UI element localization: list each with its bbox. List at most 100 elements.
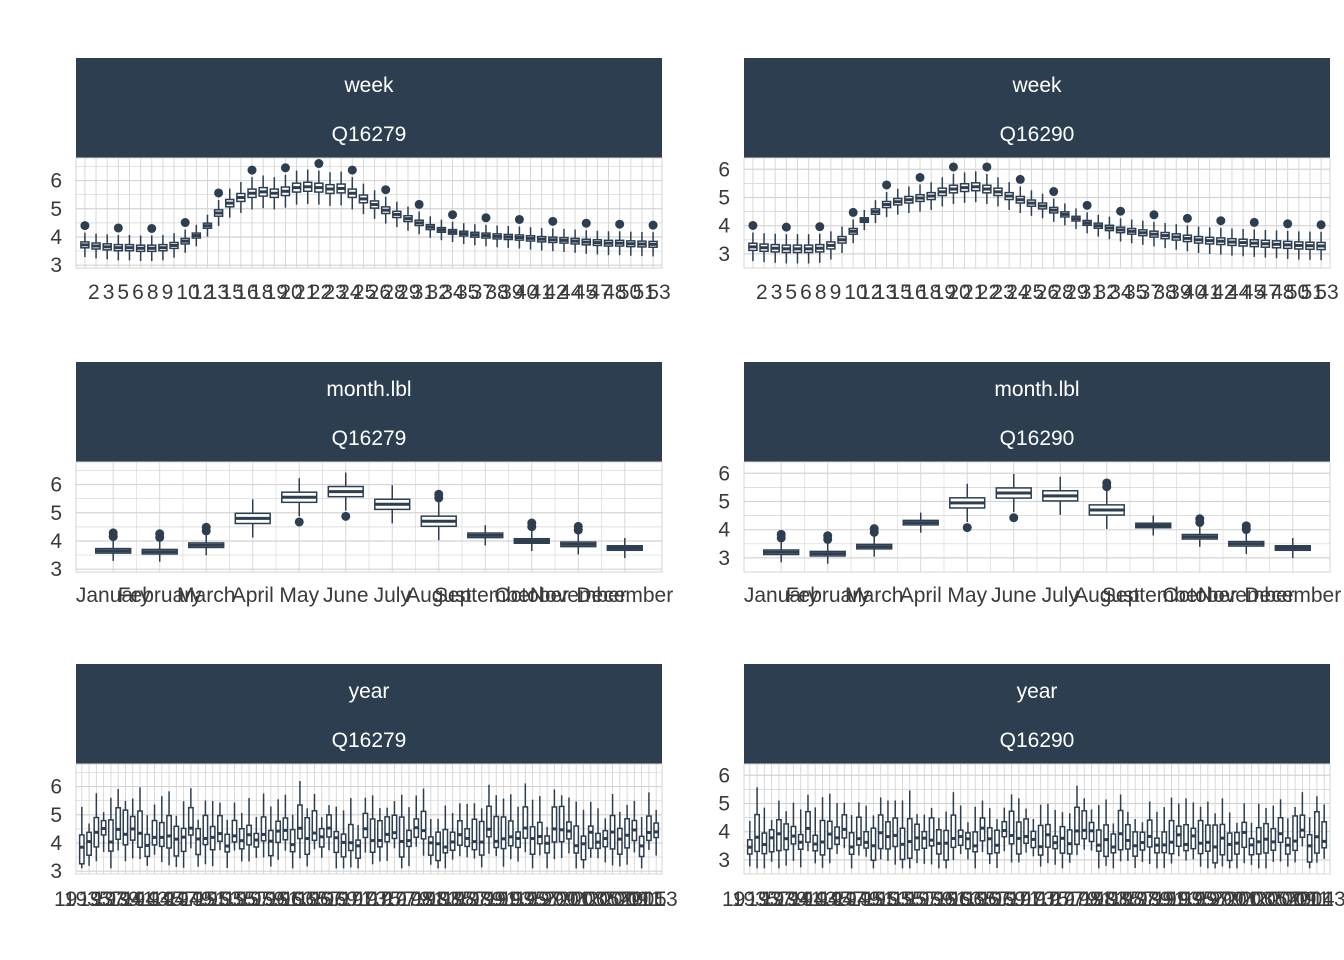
outlier-point <box>414 199 424 209</box>
box-year-41 <box>1044 803 1051 864</box>
x-tick-label: 16 <box>903 281 926 304</box>
box-36 <box>1126 219 1137 244</box>
box-iqr <box>347 823 354 852</box>
box-17 <box>915 172 925 212</box>
x-tick-label: 1939 <box>761 888 808 911</box>
box-iqr <box>442 828 449 854</box>
box-year-36 <box>1008 794 1015 863</box>
box-iqr <box>478 820 485 856</box>
x-tick-label: 10 <box>844 281 867 304</box>
box-year-52 <box>1124 811 1131 861</box>
y-tick-label: 5 <box>50 804 62 827</box>
x-tick-label: 1947 <box>151 888 198 911</box>
box-year-70 <box>1255 803 1262 869</box>
strip-label-variable: year <box>1017 680 1058 703</box>
x-tick-label: 3 <box>771 281 783 304</box>
x-tick-label: 19 <box>265 281 288 304</box>
x-tick-label: 37 <box>1139 281 1162 304</box>
box-year-49 <box>435 818 442 869</box>
box-year-62 <box>1197 806 1204 867</box>
box-year-30 <box>964 822 971 860</box>
box-year-35 <box>333 806 340 869</box>
strip-label-series: Q16279 <box>332 729 407 752</box>
box-year-38 <box>1023 808 1030 853</box>
x-tick-label: 5 <box>117 281 129 304</box>
box-year-73 <box>609 794 616 866</box>
box-year-8 <box>805 794 811 852</box>
x-tick-label: 1955 <box>209 888 256 911</box>
strip-label-series: Q16290 <box>1000 729 1075 752</box>
box-year-20 <box>892 800 899 865</box>
outlier-point <box>648 220 658 230</box>
x-tick-label: 1937 <box>746 888 793 911</box>
box-iqr <box>1066 829 1073 855</box>
outlier-point <box>214 188 224 198</box>
x-tick-label: 37 <box>471 281 494 304</box>
box-12 <box>191 224 202 247</box>
x-tick-label: 31 <box>1080 281 1103 304</box>
box-year-37 <box>347 798 354 868</box>
box-year-48 <box>1095 804 1102 869</box>
strip-label-series: Q16279 <box>332 427 407 450</box>
box-year-37 <box>1015 798 1022 863</box>
box-iqr <box>986 827 993 855</box>
box-5 <box>781 222 792 264</box>
box-38 <box>1149 210 1159 247</box>
x-tick-labels-year: 1935193719391941194319451947194919511953… <box>722 888 1344 911</box>
box-iqr <box>1197 819 1204 855</box>
box-25 <box>336 171 346 206</box>
x-tick-label: 23 <box>991 281 1014 304</box>
box-40 <box>1171 224 1182 250</box>
plot-border <box>743 461 1331 573</box>
x-tick-label: 40 <box>515 281 538 304</box>
box-year-2 <box>761 807 768 869</box>
x-tick-label: 53 <box>1315 281 1338 304</box>
outlier-point <box>1283 219 1293 229</box>
x-tick-label: 34 <box>1109 281 1133 304</box>
box-52 <box>1305 231 1315 260</box>
box-iqr <box>122 809 129 846</box>
box-year-17 <box>202 800 209 865</box>
strip-background <box>744 362 1330 462</box>
strip-label-variable: week <box>1011 74 1062 97</box>
box-34 <box>436 219 447 241</box>
y-tick-label: 6 <box>50 170 62 193</box>
box-28 <box>1037 193 1048 219</box>
box-year-71 <box>1263 807 1269 869</box>
box-44 <box>548 216 558 252</box>
x-tick-label: 15 <box>220 281 243 304</box>
x-tick-label: 25 <box>1021 281 1044 304</box>
x-tick-label: 2005 <box>573 888 620 911</box>
x-tick-label: 1969 <box>311 888 358 911</box>
panel-month-lbl-Q16279: month.lblQ162793456JanuaryFebruaryMarchA… <box>50 362 673 607</box>
box-34 <box>1104 216 1115 240</box>
x-tick-label: October <box>1162 584 1237 607</box>
box-22 <box>302 169 313 204</box>
x-tick-label: 1985 <box>1095 888 1142 911</box>
box-year-76 <box>1299 792 1306 847</box>
box-23 <box>314 159 324 205</box>
box-year-58 <box>1168 797 1175 864</box>
x-tick-label: May <box>947 584 987 607</box>
x-tick-label: 34 <box>441 281 465 304</box>
x-tick-label: 1995 <box>1168 888 1215 911</box>
box-year-12 <box>834 803 840 854</box>
box-iqr <box>653 822 660 839</box>
strip-label-variable: year <box>349 680 390 703</box>
box-year-79 <box>1321 804 1328 859</box>
box-iqr <box>107 819 114 852</box>
box-50 <box>1282 219 1293 259</box>
strip-label-series: Q16279 <box>332 123 407 146</box>
outlier-point <box>1241 521 1251 531</box>
outlier-point <box>113 223 123 233</box>
box-year-14 <box>180 801 187 868</box>
x-tick-label: 45 <box>574 281 597 304</box>
box-iqr <box>355 839 362 859</box>
box-March <box>856 524 893 557</box>
x-tick-label: 38 <box>1153 281 1176 304</box>
x-tick-label: 1965 <box>950 888 997 911</box>
box-year-45 <box>406 807 412 867</box>
box-49 <box>603 231 614 256</box>
box-iqr <box>994 829 1000 854</box>
box-10 <box>837 226 847 253</box>
